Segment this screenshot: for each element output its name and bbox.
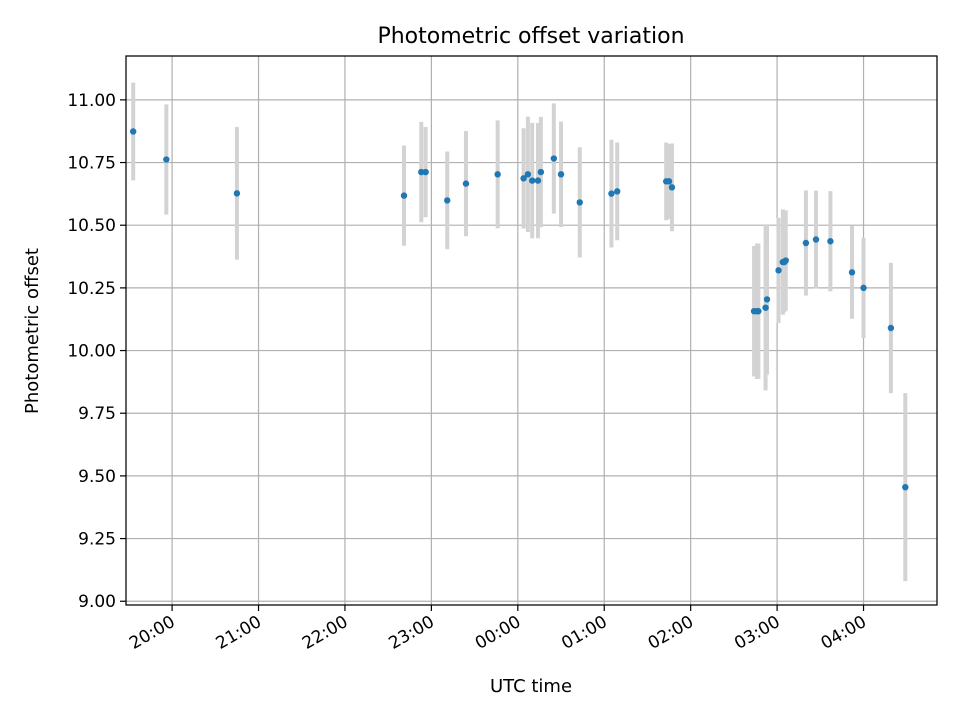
data-point bbox=[550, 155, 558, 162]
x-tick-label: 00:00 bbox=[472, 612, 524, 654]
data-point bbox=[902, 483, 909, 491]
x-tick-label: 22:00 bbox=[299, 612, 351, 654]
data-point bbox=[614, 188, 621, 195]
x-tick-label: 02:00 bbox=[645, 612, 697, 654]
data-point bbox=[444, 197, 451, 204]
y-axis-ticks: 9.00 9.25 9.50 9.75 10.00 10.25 10.50 10.75 11.0… bbox=[67, 91, 126, 612]
data-point bbox=[608, 190, 615, 197]
x-tick-label: 23:00 bbox=[385, 612, 437, 654]
x-tick-label: 04:00 bbox=[818, 612, 870, 654]
y-tick-label: 9.00 bbox=[78, 592, 116, 612]
data-point bbox=[848, 269, 856, 276]
x-tick-label: 01:00 bbox=[558, 612, 610, 654]
y-tick-label: 9.25 bbox=[78, 530, 116, 550]
data-point bbox=[524, 171, 532, 178]
data-point bbox=[537, 168, 545, 176]
y-tick-label: 10.50 bbox=[67, 216, 116, 236]
y-tick-label: 9.75 bbox=[78, 404, 116, 424]
data-point bbox=[782, 257, 789, 264]
chart-title: Photometric offset variation bbox=[377, 24, 684, 49]
x-tick-label: 03:00 bbox=[731, 612, 783, 654]
data-point bbox=[887, 324, 895, 332]
data-point bbox=[557, 171, 565, 178]
y-tick-label: 11.00 bbox=[67, 91, 116, 111]
y-tick-label: 10.75 bbox=[67, 154, 116, 174]
data-point bbox=[130, 128, 137, 135]
data-point bbox=[529, 177, 536, 184]
data-point bbox=[827, 238, 834, 245]
data-point bbox=[668, 184, 676, 191]
data-point bbox=[494, 171, 501, 178]
data-point bbox=[763, 296, 771, 303]
y-tick-label: 10.25 bbox=[67, 279, 116, 299]
data-point bbox=[812, 236, 820, 243]
data-point bbox=[665, 178, 673, 185]
data-point bbox=[775, 267, 782, 274]
data-point bbox=[233, 190, 241, 197]
data-point bbox=[422, 168, 429, 176]
data-point bbox=[576, 199, 583, 206]
data-point bbox=[802, 239, 810, 247]
x-axis-label: UTC time bbox=[490, 676, 572, 697]
error-bar-layer bbox=[131, 82, 908, 582]
y-tick-label: 10.00 bbox=[67, 342, 116, 362]
data-point bbox=[163, 156, 170, 163]
y-axis-label: Photometric offset bbox=[22, 248, 43, 414]
x-axis-ticks: 20:00 21:00 22:00 23:00 00:00 01:00 02:00 03:00… bbox=[126, 605, 870, 654]
plot-area-frame bbox=[125, 55, 938, 606]
data-point bbox=[520, 175, 527, 182]
data-point bbox=[400, 192, 408, 199]
x-tick-label: 20:00 bbox=[126, 612, 178, 654]
data-point bbox=[762, 304, 769, 311]
data-point-layer bbox=[130, 128, 909, 491]
y-tick-label: 9.50 bbox=[78, 467, 116, 487]
data-point bbox=[462, 180, 470, 187]
data-point bbox=[860, 284, 867, 292]
data-point bbox=[534, 177, 542, 184]
data-point bbox=[755, 307, 762, 315]
x-tick-label: 21:00 bbox=[213, 612, 265, 654]
